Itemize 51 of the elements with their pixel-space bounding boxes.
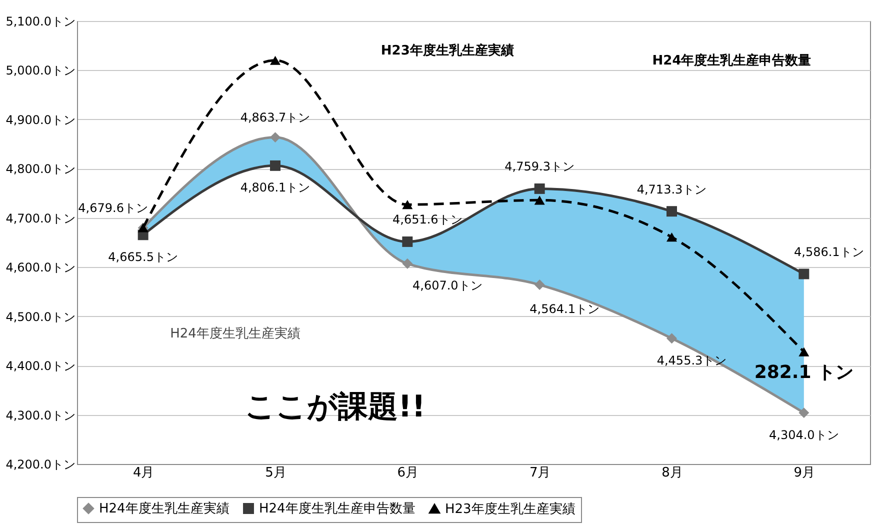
point [402, 200, 413, 210]
annotation: H24年度生乳生産申告数量 [652, 52, 812, 68]
point [402, 258, 413, 269]
legend-label: H24年度生乳生産申告数量 [259, 500, 416, 517]
point [666, 232, 677, 242]
annotation: 282.1 トン [754, 362, 854, 383]
point [270, 56, 280, 65]
data-label: 4,607.0トン [412, 278, 482, 293]
point [270, 160, 280, 171]
data-label: 4,759.3トン [504, 160, 574, 174]
data-label: 4,304.0トン [769, 428, 839, 442]
point [534, 183, 545, 194]
y-tick-label: 4,500.0トン [6, 310, 76, 324]
y-tick-label: 4,400.0トン [6, 359, 76, 374]
point [798, 268, 810, 280]
data-label: 4,679.6トン [78, 200, 148, 215]
data-label: 4,665.5トン [108, 250, 178, 264]
x-tick-label: 6月 [397, 466, 419, 480]
data-label: 4,806.1トン [240, 180, 310, 195]
y-tick-label: 4,200.0トン [6, 458, 76, 472]
point [666, 333, 677, 344]
data-label: 4,863.7トン [240, 110, 310, 124]
legend-label: H23年度生乳生産実績 [445, 500, 576, 517]
y-tick-label: 4,300.0トン [6, 408, 76, 422]
x-tick-label: 4月 [132, 466, 154, 480]
y-tick-label: 5,000.0トン [6, 64, 76, 78]
annotation: H23年度生乳生産実績 [380, 42, 514, 59]
point [534, 196, 545, 205]
annotation: H24年度生乳生産実績 [170, 326, 300, 342]
x-tick-label: 7月 [529, 466, 551, 480]
legend-label: H24年度生乳生産実績 [99, 500, 230, 517]
point [666, 206, 677, 217]
point [798, 408, 810, 418]
point [534, 280, 545, 290]
point [798, 347, 810, 356]
x-tick-label: 9月 [794, 466, 816, 480]
y-tick-label: 4,800.0トン [6, 162, 76, 176]
y-tick-label: 4,900.0トン [6, 112, 76, 127]
data-label: 4,586.1トン [794, 244, 864, 259]
data-label: 4,651.6トン [392, 212, 462, 227]
data-label: 4,455.3トン [656, 353, 727, 368]
annotation: ここが課題!! [245, 389, 426, 424]
y-tick-label: 4,600.0トン [6, 260, 76, 275]
x-tick-label: 5月 [265, 466, 286, 480]
point [402, 236, 413, 247]
data-label: 4,713.3トン [636, 182, 707, 196]
y-tick-label: 4,700.0トン [6, 211, 76, 226]
data-label: 4,564.1トン [530, 302, 600, 316]
point [270, 132, 280, 143]
x-tick-label: 8月 [662, 466, 683, 480]
y-tick-label: 5,100.0トン [6, 14, 76, 28]
